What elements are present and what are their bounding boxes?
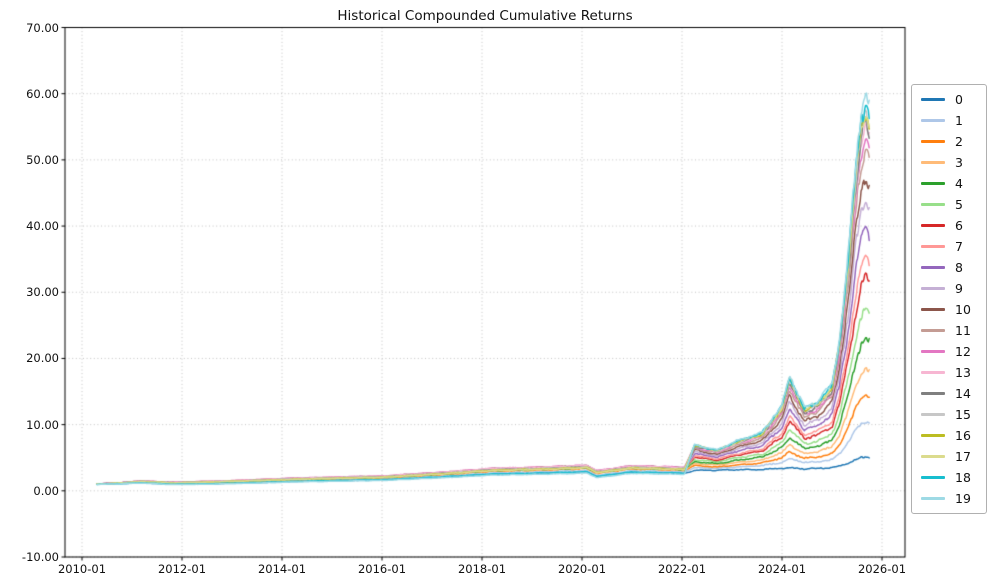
legend-item-2: 2 [912,131,986,152]
legend-label: 10 [955,302,971,317]
legend-item-14: 14 [912,383,986,404]
legend-line-swatch [921,203,945,206]
legend-item-6: 6 [912,215,986,236]
legend-label: 4 [955,176,963,191]
x-tick-label: 2010-01 [57,562,107,576]
legend-line-swatch [921,119,945,122]
legend-item-16: 16 [912,425,986,446]
legend-label: 16 [955,428,971,443]
legend-label: 8 [955,260,963,275]
legend-line-swatch [921,455,945,458]
legend-line-swatch [921,497,945,500]
legend-label: 14 [955,386,971,401]
legend-label: 15 [955,407,971,422]
legend-label: 13 [955,365,971,380]
y-tick-label: 10.00 [26,417,59,432]
legend-label: 1 [955,113,963,128]
legend-line-swatch [921,224,945,227]
legend-item-1: 1 [912,110,986,131]
legend-line-swatch [921,350,945,353]
legend-label: 3 [955,155,963,170]
legend-item-17: 17 [912,446,986,467]
legend-line-swatch [921,266,945,269]
legend-label: 17 [955,449,971,464]
legend-item-0: 0 [912,89,986,110]
legend-item-3: 3 [912,152,986,173]
y-tick-label: -10.00 [21,550,59,564]
x-tick-label: 2016-01 [357,562,407,576]
legend-line-swatch [921,161,945,164]
legend-line-swatch [921,308,945,311]
legend-label: 9 [955,281,963,296]
x-tick-label: 2020-01 [557,562,607,576]
x-tick-label: 2014-01 [257,562,307,576]
legend-item-4: 4 [912,173,986,194]
legend-line-swatch [921,476,945,479]
legend: 0 1 2 3 4 5 6 7 8 9 10 11 12 13 14 15 16 17 18 19 [911,84,987,514]
legend-label: 5 [955,197,963,212]
legend-label: 12 [955,344,971,359]
legend-item-11: 11 [912,320,986,341]
legend-item-15: 15 [912,404,986,425]
x-tick-label: 2018-01 [457,562,507,576]
legend-line-swatch [921,287,945,290]
legend-line-swatch [921,329,945,332]
legend-item-13: 13 [912,362,986,383]
x-tick-label: 2012-01 [157,562,207,576]
x-tick-label: 2026-01 [857,562,907,576]
legend-line-swatch [921,245,945,248]
legend-label: 0 [955,92,963,107]
legend-item-5: 5 [912,194,986,215]
legend-line-swatch [921,434,945,437]
legend-label: 19 [955,491,971,506]
legend-line-swatch [921,371,945,374]
y-tick-label: 30.00 [26,285,59,300]
legend-line-swatch [921,413,945,416]
legend-item-8: 8 [912,257,986,278]
legend-line-swatch [921,140,945,143]
y-tick-label: 40.00 [26,219,59,234]
y-tick-label: 50.00 [26,152,59,167]
legend-item-9: 9 [912,278,986,299]
legend-label: 2 [955,134,963,149]
y-tick-label: 70.00 [26,20,59,35]
legend-item-18: 18 [912,467,986,488]
legend-item-19: 19 [912,488,986,509]
legend-line-swatch [921,98,945,101]
legend-line-swatch [921,392,945,395]
legend-label: 11 [955,323,971,338]
y-tick-label: 20.00 [26,351,59,366]
legend-line-swatch [921,182,945,185]
legend-label: 7 [955,239,963,254]
x-tick-label: 2022-01 [657,562,707,576]
legend-label: 6 [955,218,963,233]
y-tick-label: 60.00 [26,86,59,101]
legend-item-12: 12 [912,341,986,362]
y-tick-label: 0.00 [33,483,59,498]
legend-item-10: 10 [912,299,986,320]
legend-item-7: 7 [912,236,986,257]
legend-label: 18 [955,470,971,485]
x-tick-label: 2024-01 [757,562,807,576]
